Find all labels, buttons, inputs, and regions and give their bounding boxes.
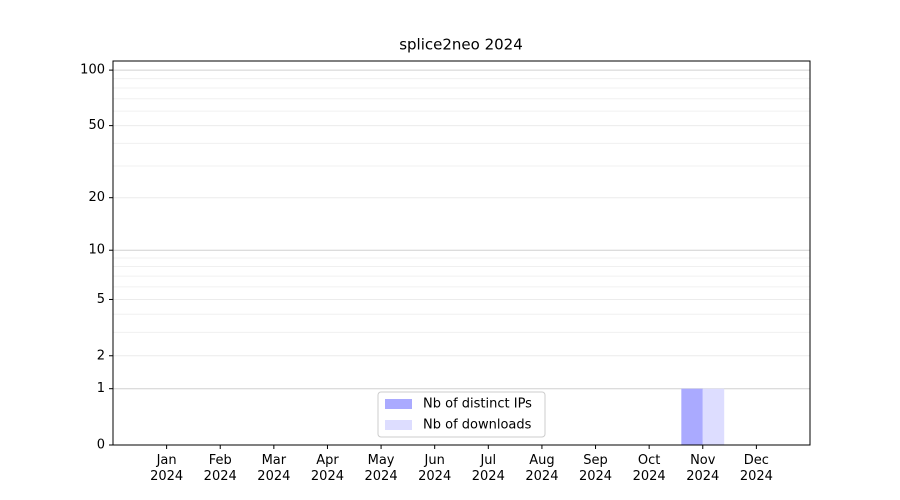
y-tick-label: 0: [97, 438, 105, 453]
y-tick-label: 100: [80, 63, 105, 78]
y-tick-label: 50: [88, 118, 105, 133]
x-tick-label: Sep 2024: [578, 453, 613, 484]
x-tick-label: Jan 2024: [150, 453, 184, 484]
axes-frame: [112, 60, 811, 446]
y-tick-label: 20: [88, 190, 105, 205]
x-tick-label: Jun 2024: [418, 453, 452, 484]
x-tick-label: May 2024: [364, 453, 398, 484]
legend-box: [377, 391, 546, 438]
y-tick-label: 10: [88, 243, 105, 258]
x-tick-label: Apr 2024: [310, 453, 344, 484]
x-tick-label: Mar 2024: [257, 453, 291, 484]
legend-swatch: [385, 420, 412, 430]
legend-swatch: [385, 399, 412, 409]
legend-label: Nb of downloads: [423, 418, 532, 433]
x-tick-label: Dec 2024: [739, 453, 773, 484]
x-tick-label: Nov 2024: [686, 453, 720, 484]
x-tick-label: Feb 2024: [203, 453, 237, 484]
x-tick-label: Aug 2024: [525, 453, 559, 484]
bar: [702, 388, 725, 445]
bar: [681, 388, 703, 445]
y-tick-label: 1: [97, 381, 105, 396]
x-tick-label: Oct 2024: [632, 453, 666, 484]
x-tick-label: Jul 2024: [471, 453, 505, 484]
y-tick-label: 2: [97, 348, 105, 363]
legend-label: Nb of distinct IPs: [423, 397, 532, 412]
chart-title: splice2neo 2024: [399, 36, 523, 54]
y-tick-label: 5: [97, 292, 105, 307]
